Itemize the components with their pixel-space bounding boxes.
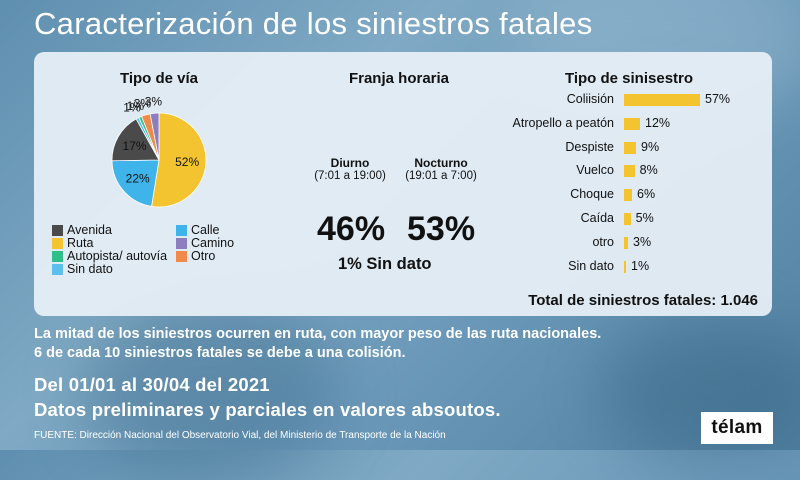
- date-range-text: Del 01/01 al 30/04 del 2021 Datos prelim…: [34, 372, 501, 422]
- bar-value-label: 5%: [635, 211, 654, 225]
- bar-category-label: Despiste: [565, 139, 614, 154]
- bar: [624, 94, 700, 106]
- pie-label: 22%: [126, 171, 150, 185]
- bar-value-label: 1%: [631, 258, 650, 273]
- legend-swatch: [52, 263, 63, 275]
- bar-value-label: 6%: [637, 187, 656, 202]
- legend-item-sin-dato: Sin dato: [52, 262, 113, 276]
- bar-category-label: Sin dato: [568, 258, 614, 273]
- pie-label: 3%: [134, 96, 152, 110]
- summary-line-2: 6 de cada 10 siniestros fatales se debe …: [34, 345, 406, 361]
- infographic-panel: Tipo de vía 52% 22% 17% 1% 1% 3% 3% Avenida Ca…: [34, 52, 772, 316]
- diurno-range: (7:01 a 19:00): [314, 170, 386, 182]
- bar: [624, 117, 640, 130]
- diurno-percentage: 46%: [317, 210, 386, 248]
- nocturno-header: Nocturno (19:01 a 7:00): [391, 156, 491, 182]
- bar: [624, 189, 632, 202]
- pie-slice-ruta: [151, 112, 207, 208]
- nocturno-percentage: 53%: [407, 210, 476, 248]
- nocturno-range: (19:01 a 7:00): [405, 170, 477, 182]
- legend-swatch: [52, 224, 63, 236]
- pie-label: 52%: [175, 155, 199, 169]
- legend-swatch: [176, 224, 187, 236]
- bar-category-label: Caída: [580, 211, 614, 225]
- legend-item-calle: Calle: [176, 223, 220, 237]
- bar: [624, 236, 628, 249]
- legend-item-autopista: Autopista/ autovía: [52, 249, 167, 263]
- legend-swatch: [52, 250, 63, 262]
- time-no-data: 1% Sin dato: [338, 255, 432, 273]
- legend-item-ruta: Ruta: [52, 236, 93, 250]
- legend-swatch: [176, 237, 187, 249]
- bar-value-label: 3%: [633, 234, 652, 249]
- date-line-2: Datos preliminares y parciales en valore…: [34, 399, 501, 420]
- bar-category-label: Choque: [570, 187, 614, 202]
- pie-slice-avenida: [111, 118, 160, 162]
- pie-label: 1%: [127, 99, 145, 113]
- bar: [624, 141, 636, 154]
- source-note: FUENTE: Dirección Nacional del Observato…: [34, 430, 446, 441]
- bar-category-label: Coliisión: [566, 92, 614, 106]
- summary-text: La mitad de los siniestros ocurren en ru…: [34, 325, 601, 363]
- legend-item-avenida: Avenida: [52, 223, 112, 237]
- pie-chart-title: Tipo de vía: [119, 70, 199, 87]
- pie-slice-camino: [149, 112, 160, 161]
- total-fatal-accidents: Total de siniestros fatales: 1.046: [528, 292, 758, 309]
- bar: [624, 260, 626, 273]
- bar-value-label: 57%: [705, 92, 731, 106]
- bar-category-label: Vuelco: [576, 163, 614, 178]
- bar-value-label: 8%: [639, 163, 658, 178]
- pie-label: 1%: [123, 101, 141, 115]
- legend-item-camino: Camino: [176, 236, 234, 250]
- page-title: Caracterización de los siniestros fatale…: [34, 6, 593, 41]
- legend-item-otro: Otro: [176, 249, 215, 263]
- bar-chart-title: Tipo de sinisestro: [564, 70, 694, 87]
- diurno-label: Diurno: [330, 156, 370, 170]
- bar-value-label: 9%: [641, 139, 660, 154]
- pie-label: 3%: [145, 94, 163, 108]
- bar: [624, 165, 635, 178]
- bar: [624, 213, 631, 225]
- bar-value-label: 12%: [645, 115, 671, 130]
- pie-chart: 52%22%17%1%1%3%3%: [111, 94, 207, 208]
- bar-category-label: otro: [592, 234, 614, 249]
- pie-slice-calle: [111, 159, 160, 207]
- nocturno-label: Nocturno: [414, 156, 468, 170]
- date-line-1: Del 01/01 al 30/04 del 2021: [34, 374, 270, 395]
- time-chart-title: Franja horaria: [348, 70, 450, 87]
- pie-label: 17%: [123, 139, 147, 153]
- telam-logo: télam: [701, 412, 773, 444]
- bar-category-label: Atropello a peatón: [512, 115, 614, 130]
- summary-line-1: La mitad de los siniestros ocurren en ru…: [34, 326, 602, 342]
- diurno-header: Diurno (7:01 a 19:00): [302, 156, 398, 182]
- legend-swatch: [52, 237, 63, 249]
- legend-swatch: [176, 250, 187, 262]
